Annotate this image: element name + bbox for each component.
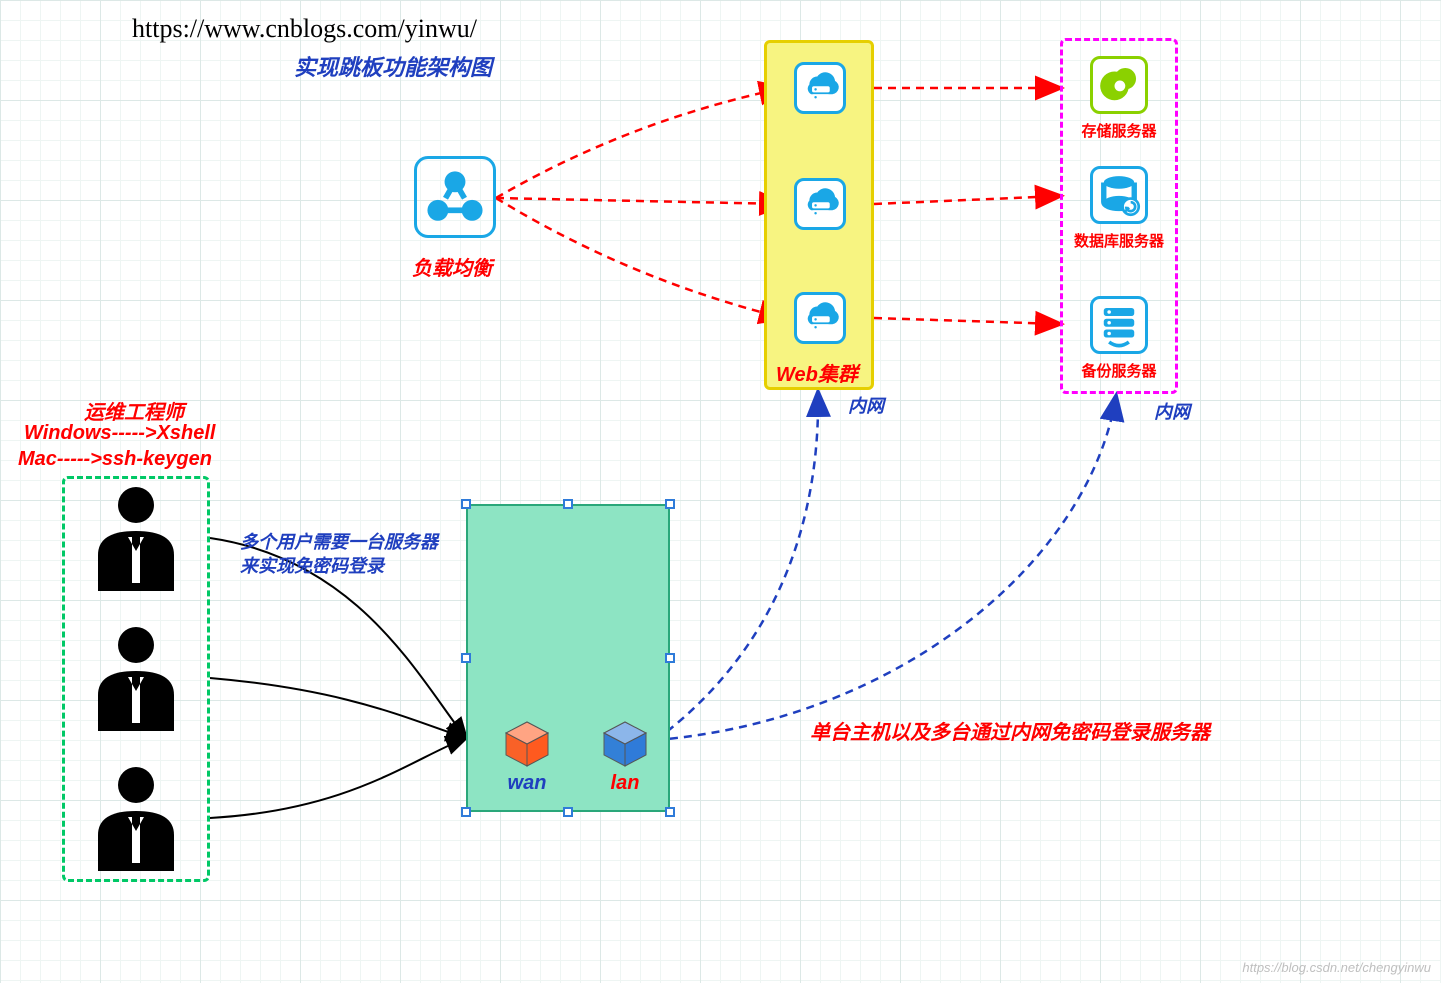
engineers-note: 多个用户需要一台服务器 来实现免密码登录 xyxy=(240,530,438,579)
edge xyxy=(874,196,1060,204)
diagram-title: 实现跳板功能架构图 xyxy=(294,50,492,82)
edge xyxy=(496,198,784,318)
selection-handle[interactable] xyxy=(461,807,471,817)
web-node xyxy=(794,62,846,114)
edge xyxy=(496,88,784,198)
engineers-header-line: Mac----->ssh-keygen xyxy=(18,448,212,471)
backend-node-label: 存储服务器 xyxy=(1072,120,1166,141)
edge xyxy=(656,392,818,740)
selection-handle[interactable] xyxy=(665,807,675,817)
backend-node xyxy=(1090,296,1148,354)
wan-cube xyxy=(500,716,554,770)
bottom-note: 单台主机以及多台通过内网免密码登录服务器 xyxy=(810,716,1210,745)
watermark: https://blog.csdn.net/chengyinwu xyxy=(1242,960,1431,975)
edge xyxy=(210,738,466,818)
engineer-icon xyxy=(88,623,184,733)
web-cluster-note: 内网 xyxy=(848,392,884,418)
selection-handle[interactable] xyxy=(461,653,471,663)
selection-handle[interactable] xyxy=(665,653,675,663)
lan-cube xyxy=(598,716,652,770)
load-balancer-node xyxy=(414,156,496,238)
backend-node xyxy=(1090,166,1148,224)
edge xyxy=(874,318,1060,324)
backend-node-label: 备份服务器 xyxy=(1072,360,1166,381)
edge xyxy=(496,198,784,204)
backend-node-label: 数据库服务器 xyxy=(1072,230,1166,251)
selection-handle[interactable] xyxy=(665,499,675,509)
arrows-layer xyxy=(0,0,1441,983)
edge xyxy=(656,396,1116,740)
engineers-header-line: Windows----->Xshell xyxy=(24,422,215,445)
selection-handle[interactable] xyxy=(563,807,573,817)
backend-node xyxy=(1090,56,1148,114)
web-cluster-label: Web集群 xyxy=(776,358,858,387)
engineer-icon xyxy=(88,483,184,593)
selection-handle[interactable] xyxy=(461,499,471,509)
load-balancer-icon xyxy=(417,159,493,235)
wan-cube-label: wan xyxy=(496,772,558,795)
lan-cube-label: lan xyxy=(594,772,656,795)
web-node xyxy=(794,292,846,344)
load-balancer-label: 负载均衡 xyxy=(412,252,492,281)
engineer-icon xyxy=(88,763,184,873)
backend-note: 内网 xyxy=(1154,398,1190,424)
engineers-header-line: 运维工程师 xyxy=(84,396,184,425)
selection-handle[interactable] xyxy=(563,499,573,509)
source-url: https://www.cnblogs.com/yinwu/ xyxy=(132,14,477,44)
web-node xyxy=(794,178,846,230)
